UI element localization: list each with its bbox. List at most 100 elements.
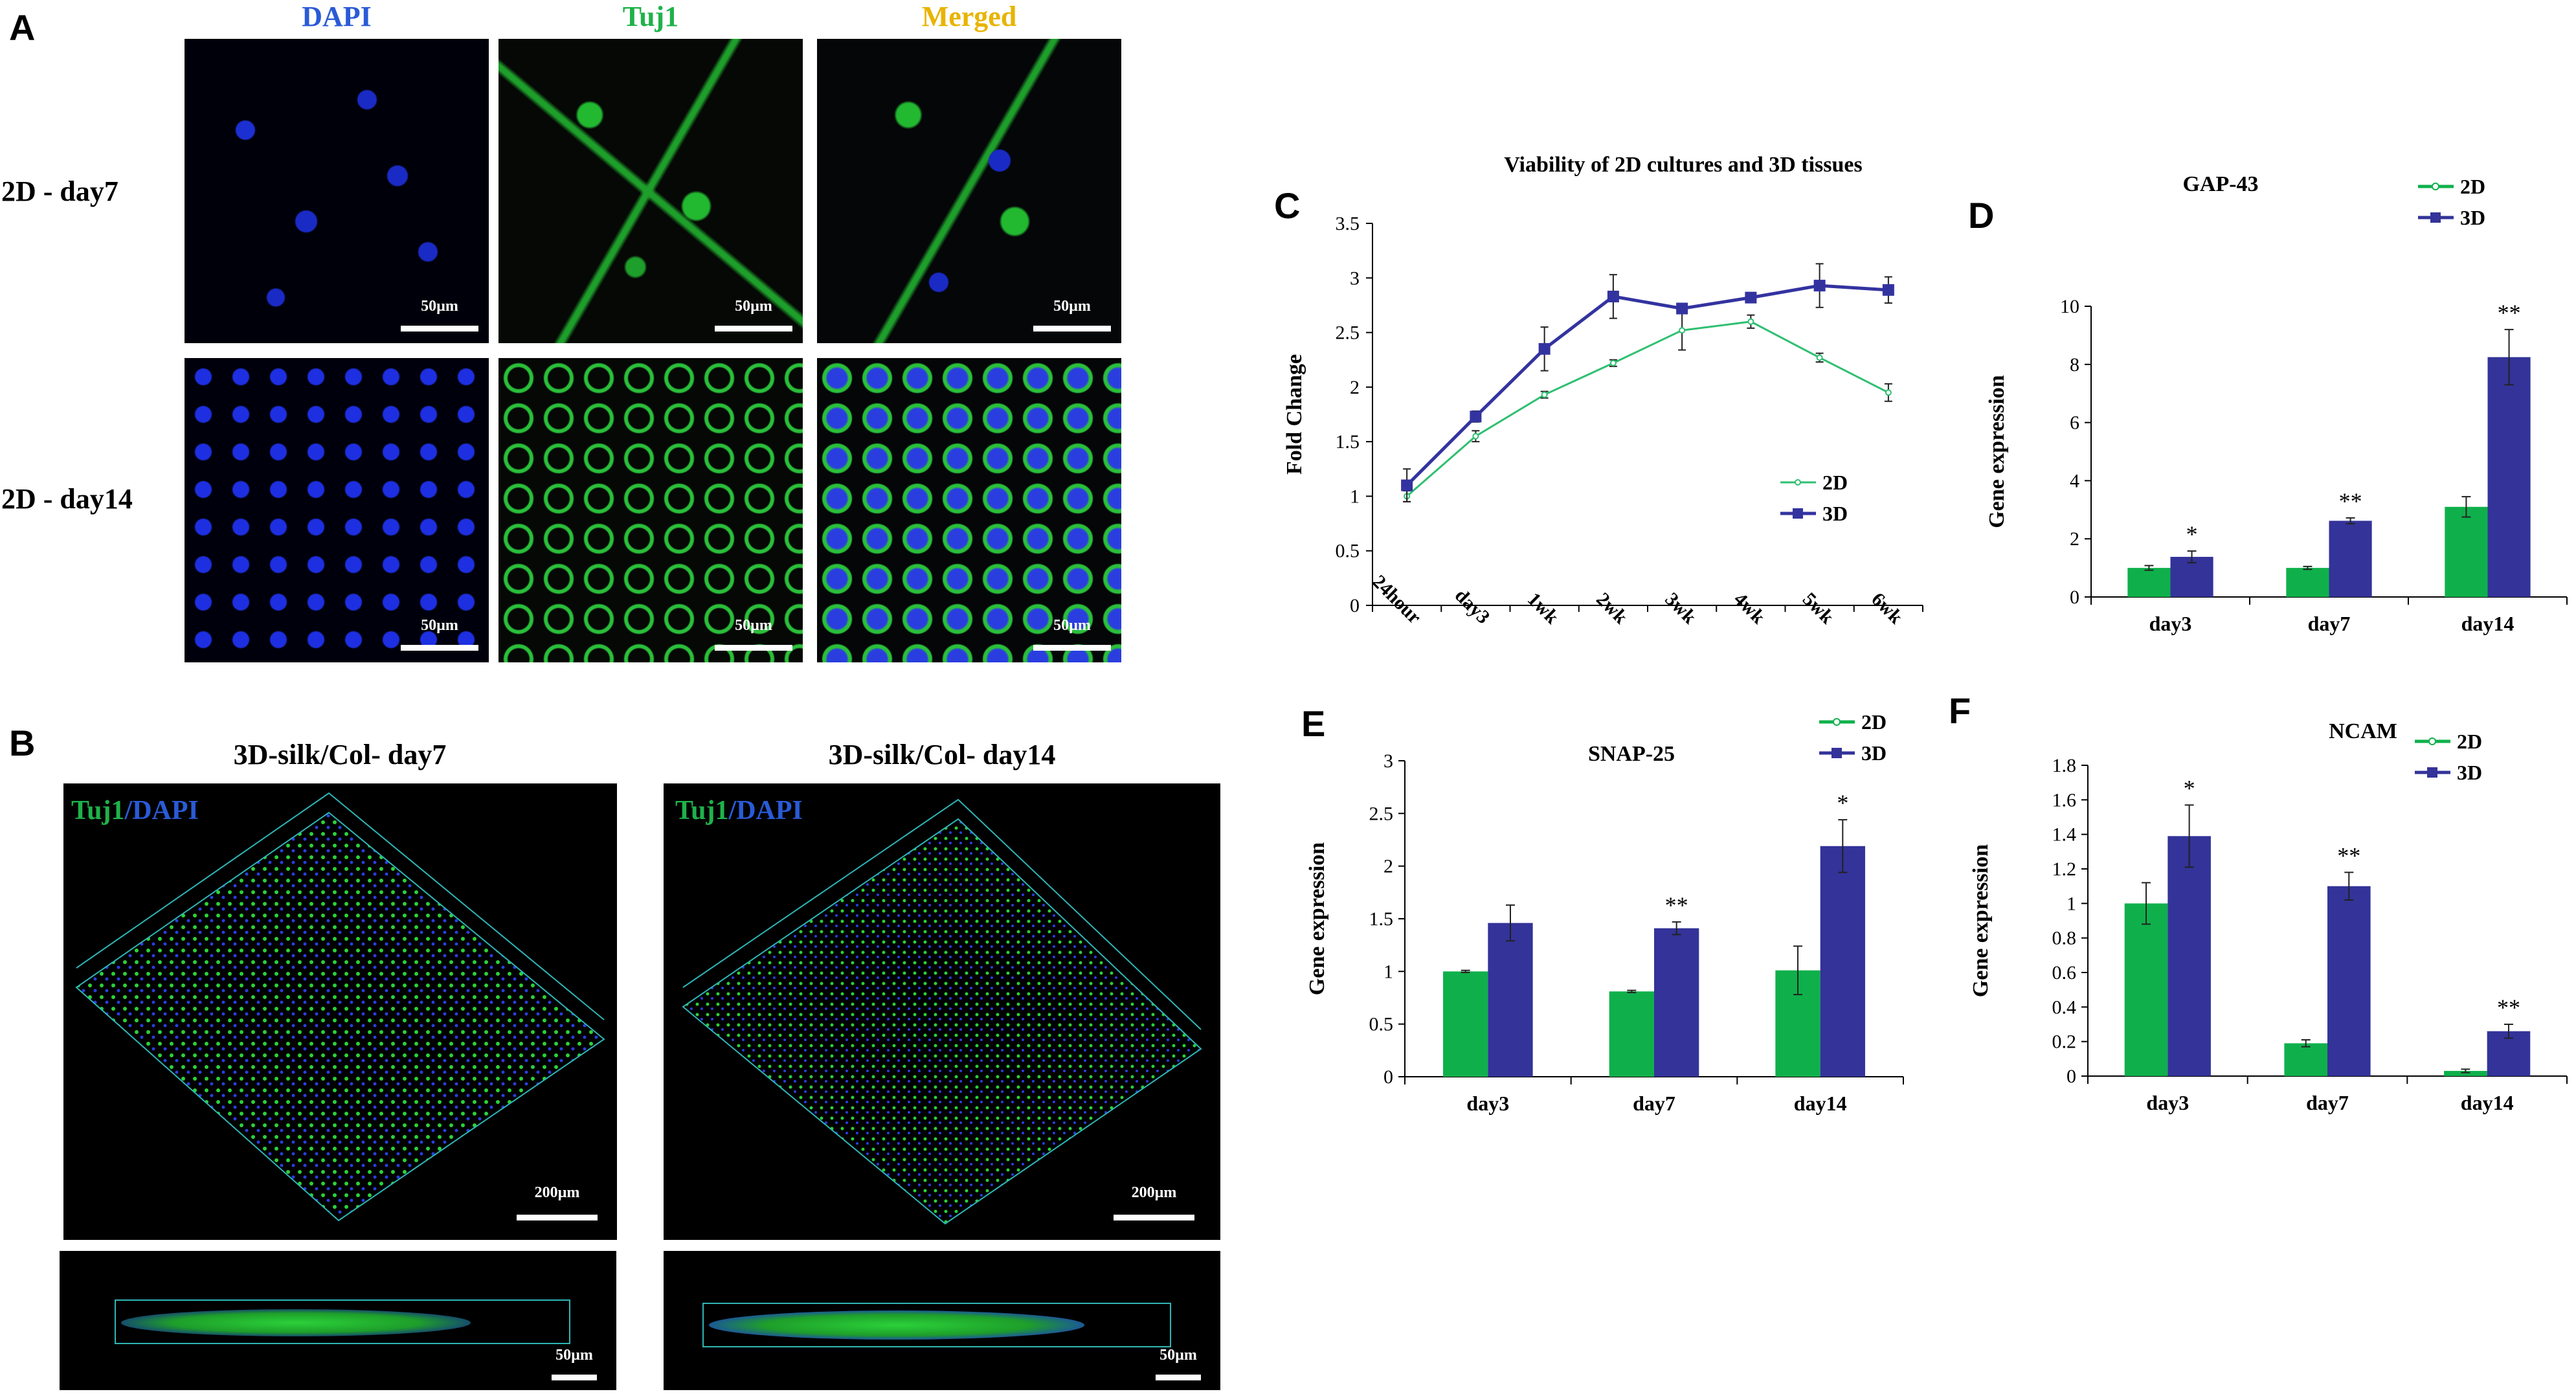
data-point (1679, 327, 1686, 334)
y-tick-label: 0.2 (2052, 1031, 2077, 1053)
bar-2D-day3 (2127, 568, 2171, 597)
y-tick-label: 0.8 (2052, 928, 2077, 949)
bar-3D-day14 (1820, 846, 1865, 1077)
stain-dapi: DAPI (132, 796, 199, 826)
y-axis-label: Gene expression (1305, 842, 1329, 996)
legend-label: 3D (1861, 741, 1887, 765)
y-tick-label: 1.5 (1336, 431, 1360, 453)
image-tuj1-day14: 50µm (498, 358, 803, 662)
chart-c-viability: Viability of 2D cultures and 3D tissues 0… (1282, 153, 1923, 628)
stain-label: Tuj1/DAPI (71, 795, 199, 826)
image-dapi-day7: 50µm (185, 39, 489, 343)
bar-2D-day3 (1443, 971, 1488, 1077)
significance-marker: ** (1665, 892, 1688, 918)
image-tuj1-day7: 50µm (498, 39, 803, 343)
y-tick-label: 1.8 (2052, 755, 2077, 776)
y-tick-label: 2 (2070, 528, 2079, 550)
y-axis-label: Gene expression (1969, 844, 1993, 998)
data-point (1816, 354, 1823, 361)
scale-label: 50µm (1053, 617, 1091, 634)
panel-letter-f: F (1949, 690, 1971, 731)
panel-letter-c: C (1274, 185, 1301, 226)
legend-marker (1793, 508, 1803, 519)
scale-bar: 50µm (1033, 298, 1111, 332)
tissue-render (682, 798, 1202, 1225)
x-tick-label: day3 (2149, 612, 2192, 635)
tissue-slab (709, 1310, 1084, 1340)
data-point (1607, 290, 1619, 302)
significance-marker: ** (2498, 300, 2521, 326)
stain-dapi: DAPI (736, 796, 803, 826)
scale-label: 50µm (421, 617, 458, 634)
image-merged-day14: 50µm (817, 358, 1121, 662)
legend-label: 3D (2460, 206, 2485, 229)
stain-tuj1: Tuj1 (675, 796, 729, 826)
scale-bar: 50µm (715, 617, 792, 651)
image-3d-day7: Tuj1/DAPI 200µm (63, 783, 617, 1240)
y-tick-label: 0 (2070, 587, 2079, 608)
significance-marker: ** (2497, 995, 2520, 1020)
image-side-day14: 50µm (664, 1251, 1220, 1390)
panel-letter-d: D (1968, 195, 1995, 236)
y-tick-label: 0.5 (1336, 541, 1360, 562)
x-tick-label: day14 (1794, 1092, 1847, 1115)
scale-label: 50µm (735, 298, 772, 315)
significance-marker: ** (2339, 488, 2362, 514)
y-tick-label: 0.4 (2052, 996, 2077, 1018)
bar-2D-day14 (2444, 1071, 2487, 1076)
scale-bar: 50µm (401, 298, 478, 332)
legend-marker (1795, 479, 1801, 486)
data-point (1745, 291, 1757, 304)
data-point (1676, 302, 1688, 315)
x-tick-label: day7 (2306, 1091, 2349, 1114)
bar-3D-day7 (2327, 886, 2371, 1076)
x-tick-label: day7 (2308, 612, 2351, 635)
scale-label: 50µm (421, 298, 458, 315)
x-tick-label: 6wk (1867, 589, 1907, 628)
scale-bar: 50µm (552, 1347, 597, 1380)
y-tick-label: 3.5 (1336, 213, 1360, 234)
stain-sep: / (728, 796, 737, 826)
y-tick-label: 1 (1350, 486, 1360, 507)
y-tick-label: 0 (1383, 1066, 1393, 1088)
header-tuj1: Tuj1 (622, 1, 679, 32)
bar-3D-day7 (1654, 928, 1699, 1077)
row-label-day14: 2D - day14 (1, 483, 133, 515)
legend-label: 2D (2460, 175, 2485, 198)
x-tick-label: 3wk (1661, 589, 1700, 628)
scale-bar: 50µm (401, 617, 478, 651)
significance-marker: * (2186, 521, 2198, 547)
y-tick-label: 0.5 (1369, 1014, 1394, 1035)
chart-title: SNAP-25 (1588, 742, 1675, 766)
x-tick-label: day3 (2146, 1091, 2189, 1114)
bar-2D-day14 (2445, 506, 2488, 597)
legend-marker (1831, 748, 1842, 758)
bar-3D-day3 (1488, 923, 1533, 1077)
image-merged-day7: 50µm (817, 39, 1121, 343)
x-tick-label: 5wk (1798, 589, 1838, 628)
side-box (702, 1303, 1171, 1347)
tissue-render (75, 792, 605, 1222)
scale-bar: 200µm (1114, 1184, 1194, 1220)
y-axis-label: Gene expression (1985, 375, 2009, 528)
y-axis-label: Fold Change (1282, 354, 1306, 475)
bar-3D-day3 (2167, 836, 2211, 1076)
panel-letter-a: A (9, 7, 36, 48)
y-tick-label: 1 (2066, 893, 2076, 914)
x-tick-label: day3 (1451, 585, 1494, 628)
x-tick-label: 24hour (1368, 571, 1425, 628)
bar-3D-day7 (2329, 521, 2372, 597)
data-point (1538, 343, 1551, 355)
legend-marker (2432, 183, 2439, 190)
scale-label: 200µm (1131, 1184, 1177, 1201)
header-merged: Merged (921, 1, 1017, 32)
image-side-day7: 50µm (60, 1251, 616, 1390)
chart-title: Viability of 2D cultures and 3D tissues (1504, 153, 1863, 177)
tissue-slab (121, 1309, 471, 1336)
legend-label: 2D (2457, 730, 2482, 753)
x-tick-label: day7 (1633, 1092, 1675, 1115)
y-tick-label: 3 (1383, 750, 1393, 772)
data-point (1609, 359, 1617, 366)
bar-2D-day7 (2286, 568, 2329, 597)
x-tick-label: 1wk (1523, 589, 1563, 628)
